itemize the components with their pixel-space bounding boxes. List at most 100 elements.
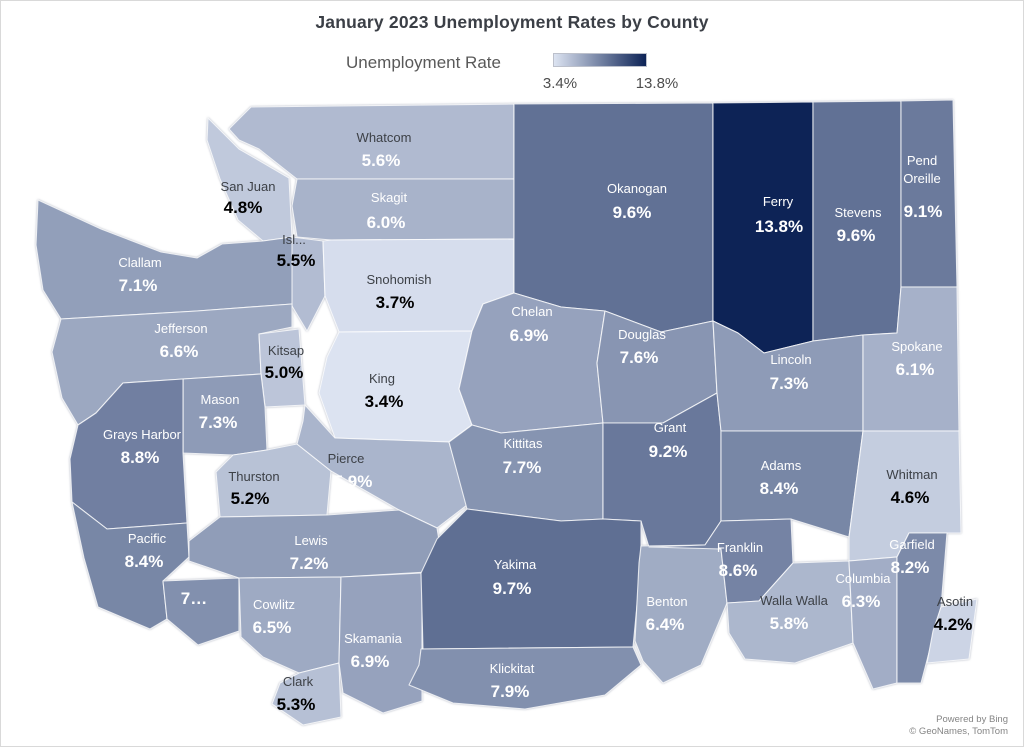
legend-title: Unemployment Rate [346, 53, 501, 72]
county-columbia-value-label: 6.3% [842, 592, 881, 611]
county-yakima-name-label: Yakima [494, 557, 537, 572]
county-king-shape[interactable] [318, 330, 473, 443]
county-cowlitz-value-label: 6.5% [253, 618, 292, 637]
county-pendoreille-name-label: Pend Oreille [903, 153, 941, 186]
county-grant-value-label: 9.2% [649, 442, 688, 461]
county-wahkiakum-value-label: 7… [181, 589, 207, 608]
powered-by-bing-text: Powered by Bing [936, 714, 1008, 725]
county-kitsap-value-label: 5.0% [265, 363, 304, 382]
county-pacific-name-label: Pacific [128, 531, 167, 546]
county-lincoln-name-label: Lincoln [770, 352, 811, 367]
county-benton-name-label: Benton [646, 594, 687, 609]
county-chelan-value-label: 6.9% [510, 326, 549, 345]
county-pierce-name-label: Pierce [328, 451, 365, 466]
county-kitsap-shape[interactable] [258, 328, 306, 408]
county-island-name-label: Isl... [282, 232, 306, 247]
county-whitman-name-label: Whitman [886, 467, 937, 482]
county-asotin-name-label: Asotin [937, 594, 973, 609]
county-graysharbor-shape[interactable] [69, 378, 188, 530]
county-wallawalla-name-label: Walla Walla [760, 593, 828, 608]
county-garfield-name-label: Garfield [889, 537, 935, 552]
county-pendoreille-value-label: 9.1% [904, 202, 943, 221]
county-sanjuan-value-label: 4.8% [224, 198, 263, 217]
county-whitman-value-label: 4.6% [891, 488, 930, 507]
county-klickitat-name-label: Klickitat [490, 661, 535, 676]
county-pendoreille-shape[interactable] [900, 99, 958, 288]
county-lewis-name-label: Lewis [294, 533, 328, 548]
legend-max-label: 13.8% [635, 75, 679, 92]
county-snohomish-value-label: 3.7% [376, 293, 415, 312]
county-ferry-name-label: Ferry [763, 194, 794, 209]
county-ferry-value-label: 13.8% [755, 217, 803, 236]
county-lincoln-value-label: 7.3% [770, 374, 809, 393]
legend-gradient-bar [553, 53, 647, 67]
county-skagit-name-label: Skagit [371, 190, 408, 205]
county-clark-value-label: 5.3% [277, 695, 316, 714]
county-adams-value-label: 8.4% [760, 479, 799, 498]
county-spokane-value-label: 6.1% [896, 360, 935, 379]
county-mason-name-label: Mason [200, 392, 239, 407]
map-attribution: Powered by Bing © GeoNames, TomTom [909, 714, 1008, 738]
county-king-value-label: 3.4% [365, 392, 404, 411]
county-skamania-name-label: Skamania [344, 631, 403, 646]
county-douglas-name-label: Douglas [618, 327, 666, 342]
county-kittitas-name-label: Kittitas [503, 436, 543, 451]
county-thurston-name-label: Thurston [228, 469, 279, 484]
county-pacific-value-label: 8.4% [125, 552, 164, 571]
county-skagit-value-label: 6.0% [367, 213, 406, 232]
county-island-value-label: 5.5% [277, 251, 316, 270]
county-franklin-value-label: 8.6% [719, 561, 758, 580]
county-benton-value-label: 6.4% [646, 615, 685, 634]
county-klickitat-value-label: 7.9% [491, 682, 530, 701]
county-jefferson-value-label: 6.6% [160, 342, 199, 361]
county-clark-shape[interactable] [271, 662, 342, 726]
county-adams-shape[interactable] [720, 430, 864, 538]
county-spokane-name-label: Spokane [891, 339, 942, 354]
county-grant-name-label: Grant [654, 420, 687, 435]
county-wallawalla-value-label: 5.8% [770, 614, 809, 633]
county-whatcom-value-label: 5.6% [362, 151, 401, 170]
county-franklin-name-label: Franklin [717, 540, 763, 555]
geodata-copyright-text: © GeoNames, TomTom [909, 726, 1008, 737]
county-garfield-value-label: 8.2% [891, 558, 930, 577]
county-stevens-shape[interactable] [812, 100, 902, 342]
county-lewis-value-label: 7.2% [290, 554, 329, 573]
county-clallam-value-label: 7.1% [119, 276, 158, 295]
county-king-name-label: King [369, 371, 395, 386]
county-kittitas-value-label: 7.7% [503, 458, 542, 477]
county-adams-name-label: Adams [761, 458, 802, 473]
county-sanjuan-name-label: San Juan [221, 179, 276, 194]
county-clark-name-label: Clark [283, 674, 314, 689]
county-pierce-value-label: 5.9% [334, 472, 373, 491]
county-stevens-name-label: Stevens [835, 205, 882, 220]
chart-title: January 2023 Unemployment Rates by Count… [315, 12, 709, 32]
county-thurston-shape[interactable] [215, 443, 332, 518]
county-asotin-value-label: 4.2% [934, 615, 973, 634]
county-okanogan-value-label: 9.6% [613, 203, 652, 222]
county-benton-shape[interactable] [634, 544, 728, 684]
county-clallam-shape[interactable] [35, 199, 293, 320]
county-cowlitz-name-label: Cowlitz [253, 597, 295, 612]
county-columbia-shape[interactable] [848, 556, 898, 690]
county-klickitat-shape[interactable] [408, 646, 642, 710]
county-wahkiakum-shape[interactable] [162, 577, 240, 646]
county-asotin-shape[interactable] [926, 598, 978, 664]
county-jefferson-name-label: Jefferson [154, 321, 207, 336]
county-graysharbor-value-label: 8.8% [121, 448, 160, 467]
county-columbia-name-label: Columbia [836, 571, 892, 586]
county-douglas-value-label: 7.6% [620, 348, 659, 367]
county-skamania-value-label: 6.9% [351, 652, 390, 671]
county-yakima-value-label: 9.7% [493, 579, 532, 598]
county-stevens-value-label: 9.6% [837, 226, 876, 245]
county-graysharbor-name-label: Grays Harbor [103, 427, 182, 442]
county-mason-value-label: 7.3% [199, 413, 238, 432]
legend-min-label: 3.4% [542, 75, 578, 92]
county-chelan-name-label: Chelan [511, 304, 552, 319]
county-snohomish-name-label: Snohomish [366, 272, 431, 287]
county-clallam-name-label: Clallam [118, 255, 161, 270]
county-kitsap-name-label: Kitsap [268, 343, 304, 358]
county-thurston-value-label: 5.2% [231, 489, 270, 508]
county-okanogan-name-label: Okanogan [607, 181, 667, 196]
